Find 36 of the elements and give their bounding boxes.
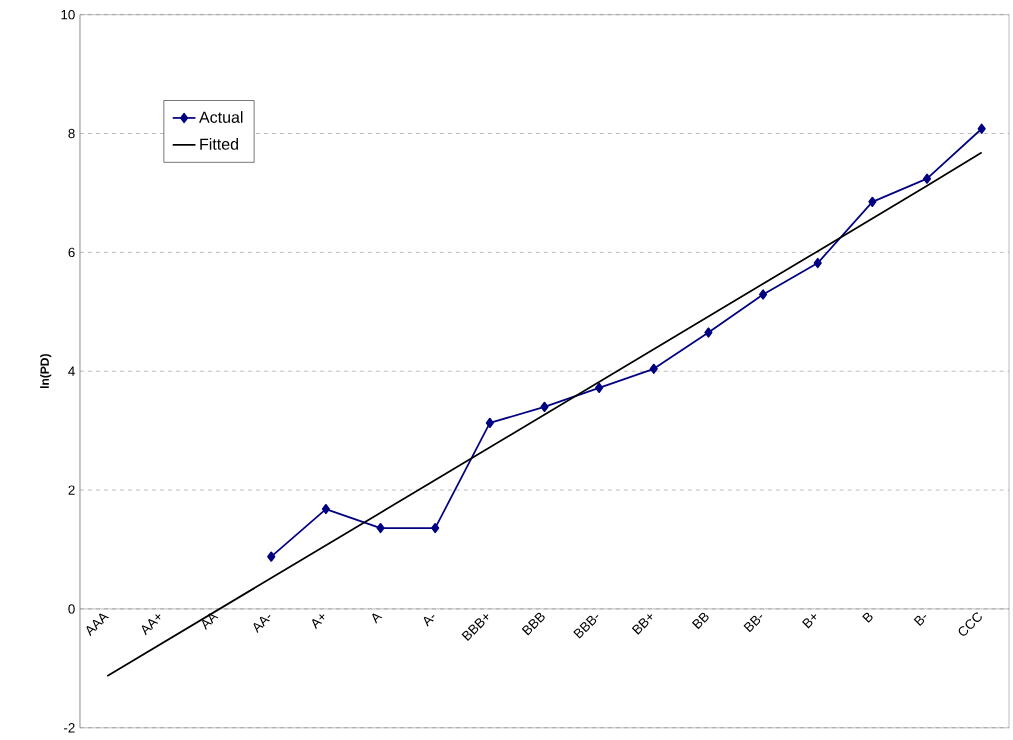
y-axis-title: ln(PD)	[40, 354, 52, 389]
y-tick-label: 2	[68, 485, 75, 495]
x-tick-label: A-	[423, 615, 435, 627]
point	[759, 289, 768, 300]
point	[868, 196, 877, 208]
x-tick-label: B+	[802, 614, 817, 629]
x-tick-label: BB-	[743, 615, 763, 633]
y-tick-label: -2	[64, 723, 75, 733]
point	[813, 258, 822, 269]
point	[321, 504, 330, 515]
x-tick-label: BB+	[631, 614, 653, 635]
point	[595, 382, 604, 394]
point	[649, 363, 658, 375]
point	[977, 123, 986, 135]
y-tick-label: 0	[68, 604, 75, 614]
x-tick-label: BB	[691, 612, 709, 630]
x-tick-label: A+	[312, 614, 325, 630]
point	[376, 523, 385, 534]
point	[485, 417, 494, 429]
point	[540, 401, 549, 413]
y-tick-label: 10	[61, 10, 75, 20]
x-tick-label: AA	[202, 613, 219, 631]
legend-label: Fitted	[200, 138, 238, 150]
y-tick-label: 4	[68, 366, 75, 376]
y-tick-label: 8	[68, 128, 75, 139]
y-tick-label: 6	[68, 247, 75, 258]
point	[922, 173, 932, 184]
point	[267, 551, 276, 562]
x-tick-label: AA-	[253, 615, 271, 634]
legend-label: Actual	[199, 111, 243, 124]
x-tick-label: B-	[913, 615, 927, 627]
point	[704, 327, 713, 338]
x-tick-label: A	[372, 613, 383, 624]
point	[431, 523, 440, 534]
x-tick-label: AA+	[141, 614, 161, 636]
x-tick-label: B	[862, 612, 873, 623]
